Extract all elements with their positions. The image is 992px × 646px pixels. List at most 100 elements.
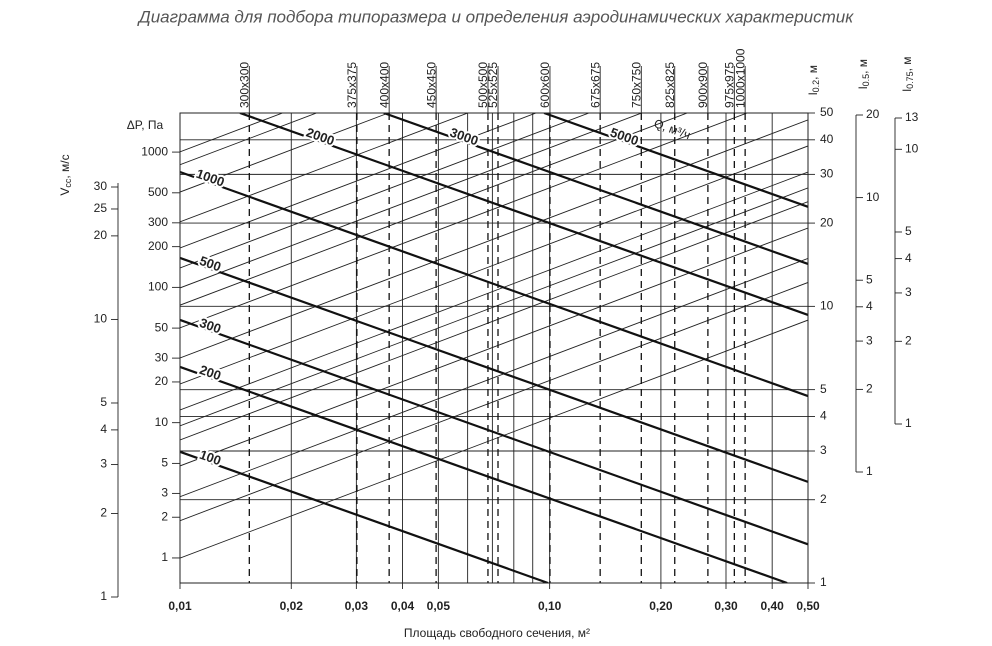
- throw-line: [180, 113, 643, 289]
- v-tick-label: 10: [94, 312, 108, 326]
- l05-tick-label: 10: [866, 190, 880, 204]
- size-label: 675x675: [588, 62, 602, 108]
- q-line: [180, 318, 808, 546]
- chart-title: Диаграмма для подбора типоразмера и опре…: [137, 7, 854, 26]
- v-tick-label: 25: [94, 201, 108, 215]
- v-axis-label-main: V: [58, 188, 72, 196]
- dp-tick-label: 20: [155, 374, 169, 388]
- q-line: [180, 365, 788, 583]
- y-tick-label: 2: [820, 492, 827, 506]
- q-line: [180, 256, 808, 483]
- l075-tick-label: 2: [905, 333, 912, 347]
- v-tick-label: 2: [100, 506, 107, 520]
- l075-axis-label-sub: 0.75: [905, 71, 915, 89]
- v-tick-label: 20: [94, 228, 108, 242]
- y-tick-label: 40: [820, 132, 834, 146]
- size-label: 825x825: [663, 62, 677, 108]
- q-line-label: 1000: [194, 166, 226, 190]
- throw-line: [180, 113, 591, 269]
- throw-line: [180, 282, 808, 522]
- x-tick-label: 0,10: [538, 599, 562, 613]
- l05-tick-label: 2: [866, 382, 873, 396]
- throw-line: [180, 201, 808, 441]
- y-tick-label: 50: [820, 105, 834, 119]
- v-axis-label: Vcc, м/с: [58, 154, 73, 195]
- y-tick-label: 4: [820, 409, 827, 423]
- throw-line: [180, 119, 808, 359]
- dp-tick-label: 50: [155, 320, 169, 334]
- x-tick-label: 0,05: [427, 599, 451, 613]
- throw-line: [180, 113, 689, 306]
- y-axis-label: l0.2, м: [806, 65, 821, 95]
- l075-axis-label: l0.75, м: [900, 56, 915, 91]
- throw-line: [180, 227, 808, 467]
- v-axis-label-sub: cc: [63, 178, 73, 188]
- l05-axis-label-main: l: [856, 86, 870, 89]
- l05-tick-label: 4: [866, 299, 873, 313]
- throw-line: [180, 113, 749, 329]
- dp-tick-label: 1: [161, 550, 168, 564]
- q-line: [180, 450, 549, 583]
- size-label: 1000x1000: [733, 48, 747, 108]
- throw-line: [180, 113, 470, 223]
- x-tick-label: 0,02: [280, 599, 304, 613]
- dp-tick-label: 5: [161, 456, 168, 470]
- v-tick-label: 1: [100, 589, 107, 603]
- q-line: [383, 113, 808, 266]
- q-line-label: 5000: [608, 125, 640, 149]
- q-line-label: 2000: [304, 125, 336, 149]
- x-tick-label: 0,30: [714, 599, 738, 613]
- l075-axis-label-main: l: [900, 89, 914, 92]
- x-axis-label: Площадь свободного сечения, м²: [404, 626, 590, 640]
- l075-tick-label: 10: [905, 141, 919, 155]
- size-label: 375x375: [345, 62, 359, 108]
- y-tick-label: 30: [820, 167, 834, 181]
- dp-tick-label: 1000: [141, 144, 168, 158]
- dp-tick-label: 30: [155, 350, 169, 364]
- dp-tick-label: 300: [148, 215, 168, 229]
- l075-axis-label-rest: , м: [900, 56, 914, 71]
- throw-line: [180, 113, 390, 193]
- dp-tick-label: 10: [155, 415, 169, 429]
- l05-tick-label: 5: [866, 272, 873, 286]
- throw-line: [180, 258, 808, 498]
- x-tick-label: 0,50: [796, 599, 820, 613]
- q-line: [239, 113, 808, 316]
- y-axis-label-rest: , м: [806, 65, 820, 80]
- v-tick-label: 5: [100, 395, 107, 409]
- plot-frame: [179, 112, 809, 584]
- size-label: 750x750: [629, 62, 643, 108]
- size-label: 300x300: [237, 62, 251, 108]
- l075-tick-label: 4: [905, 251, 912, 265]
- x-tick-label: 0,01: [168, 599, 192, 613]
- y-tick-label: 20: [820, 215, 834, 229]
- dp-tick-label: 500: [148, 185, 168, 199]
- l05-axis-label-sub: 0.5: [861, 74, 871, 87]
- size-label: 500x500: [476, 62, 490, 108]
- l05-axis-label: l0.5, м: [856, 59, 871, 89]
- size-label: 525x525: [486, 62, 500, 108]
- throw-line: [180, 319, 808, 559]
- dp-tick-label: 3: [161, 486, 168, 500]
- throw-line: [180, 145, 808, 385]
- x-tick-label: 0,04: [391, 599, 415, 613]
- size-label: 900x900: [696, 62, 710, 108]
- x-tick-label: 0,03: [345, 599, 369, 613]
- y-tick-label: 1: [820, 575, 827, 589]
- y-axis-label-main: l: [806, 92, 820, 95]
- v-axis-label-rest: , м/с: [58, 154, 72, 178]
- throw-line: [180, 187, 808, 427]
- y-tick-label: 3: [820, 443, 827, 457]
- plot-area: [180, 113, 808, 583]
- l075-tick-label: 5: [905, 224, 912, 238]
- size-label: 975x975: [723, 62, 737, 108]
- x-tick-label: 0,20: [649, 599, 673, 613]
- q-line: [180, 170, 808, 398]
- y-tick-label: 5: [820, 382, 827, 396]
- l075-tick-label: 3: [905, 285, 912, 299]
- v-tick-label: 4: [100, 422, 107, 436]
- v-tick-label: 3: [100, 457, 107, 471]
- dp-tick-label: 2: [161, 509, 168, 523]
- v-tick-label: 30: [94, 179, 108, 193]
- x-tick-label: 0,40: [760, 599, 784, 613]
